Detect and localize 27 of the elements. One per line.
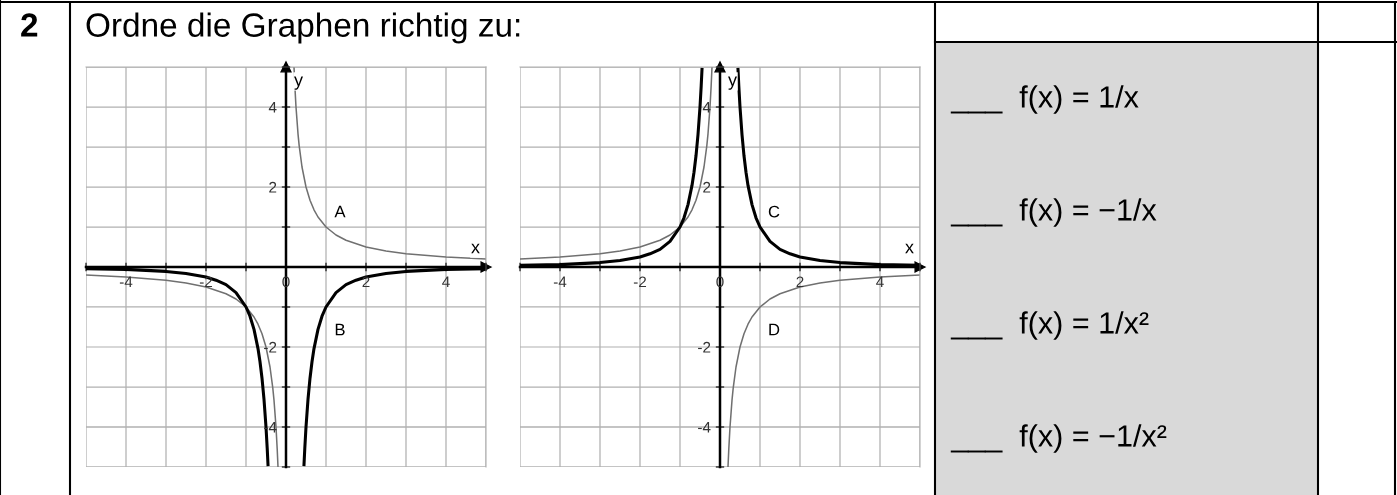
y-tick-label: 4: [268, 102, 277, 113]
x-axis-title: x: [905, 243, 914, 254]
text: 2: [21, 13, 38, 37]
y-tick-label: 2: [269, 181, 277, 193]
y-tick-label: -2: [698, 341, 711, 353]
x-axis-title: x: [471, 243, 480, 254]
x-tick-label: 4: [442, 276, 450, 288]
annotation: A: [334, 205, 346, 218]
y-axis-title: y: [728, 76, 737, 90]
x-tick-label: -2: [199, 276, 213, 288]
text: ___ f(x) = 1/x²: [950, 311, 1149, 340]
text: ___ f(x) = 1/x: [950, 85, 1139, 114]
y-tick-label: -4: [698, 422, 711, 433]
annotation: C: [768, 205, 780, 218]
text: ___ f(x) = −1/x²: [950, 424, 1167, 453]
annotation: D: [769, 323, 780, 336]
y-tick-label: 2: [703, 181, 711, 193]
text: ___ f(x) = −1/x: [950, 198, 1157, 227]
x-tick-label: 4: [876, 276, 884, 288]
x-tick-label: 2: [796, 276, 804, 288]
annotation: B: [335, 323, 345, 336]
chart-title: Ordne die Graphen richtig zu:: [86, 12, 520, 44]
x-tick-label: -4: [553, 276, 567, 288]
x-tick-label: -2: [633, 276, 647, 288]
x-tick-label: -4: [119, 276, 133, 288]
x-tick-label: 2: [362, 276, 370, 288]
y-axis-title: y: [294, 76, 303, 90]
